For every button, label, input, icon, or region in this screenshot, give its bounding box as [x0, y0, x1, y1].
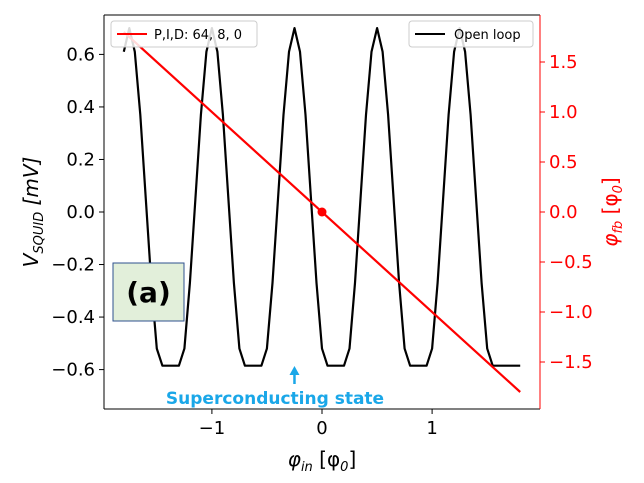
annotation-text: Superconducting state — [166, 389, 384, 409]
right-tick-label: 1.0 — [549, 102, 578, 123]
x-axis: −1 0 1 — [199, 409, 438, 439]
plot-area — [103, 14, 541, 410]
right-tick-label: 0.5 — [549, 152, 578, 173]
panel-label-text: (a) — [126, 276, 171, 309]
series-line-open-loop — [122, 27, 521, 367]
annotation-arrow-head — [289, 366, 300, 375]
x-tick-label: 0 — [316, 418, 327, 439]
left-tick-label: −0.6 — [51, 360, 95, 381]
right-tick-label: −1.0 — [549, 302, 593, 323]
x-tick-label: −1 — [199, 418, 226, 439]
left-tick-label: 0.6 — [66, 44, 95, 65]
x-tick-label: 1 — [426, 418, 437, 439]
left-tick-label: 0.4 — [66, 97, 95, 118]
superconducting-annotation: Superconducting state — [166, 366, 384, 409]
left-tick-label: 0.2 — [66, 149, 95, 170]
left-y-axis: 0.6 0.4 0.2 0.0 −0.2 −0.4 −0.6 — [51, 44, 104, 381]
right-y-axis-label: φfb [φ0] — [598, 177, 626, 247]
right-y-axis: 1.5 1.0 0.5 0.0 −0.5 −1.0 −1.5 — [540, 52, 593, 373]
left-y-axis-label: VSQUID [mV] — [19, 157, 47, 268]
panel-label: (a) — [112, 262, 185, 322]
legend-left: P,I,D: 64, 8, 0 — [110, 20, 258, 48]
left-tick-label: −0.4 — [51, 307, 95, 328]
right-tick-label: −0.5 — [549, 252, 593, 273]
left-tick-label: 0.0 — [66, 202, 95, 223]
legend-right: Open loop — [408, 20, 534, 48]
right-tick-label: −1.5 — [549, 352, 593, 373]
legend-label-pid: P,I,D: 64, 8, 0 — [154, 28, 242, 43]
data-point-origin — [317, 207, 327, 217]
legend-label-open-loop: Open loop — [454, 28, 521, 43]
right-tick-label: 0.0 — [549, 202, 578, 223]
right-tick-label: 1.5 — [549, 52, 578, 73]
x-axis-label: φin [φ0] — [288, 447, 357, 475]
left-tick-label: −0.2 — [51, 255, 95, 276]
